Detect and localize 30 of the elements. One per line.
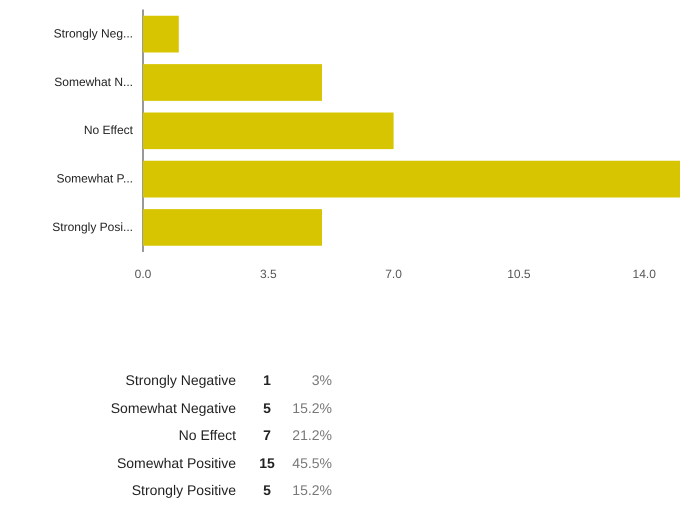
text: 45.5% [291, 454, 332, 470]
x-tick-label: 0.0 [134, 267, 152, 282]
bar [143, 209, 322, 246]
text: No Effect [178, 427, 236, 443]
text: Strongly Positive [130, 482, 236, 498]
text: 3% [310, 372, 332, 388]
bar [143, 64, 322, 101]
x-tick-label: 3.5 [260, 267, 277, 282]
text: 15 [258, 454, 276, 470]
y-tick-label: Strongly Neg... [54, 26, 133, 40]
text: Strongly Negative [124, 372, 236, 388]
y-tick-label: No Effect [84, 123, 134, 138]
x-tick-label: 10.5 [507, 267, 531, 282]
text: 15.2% [291, 482, 332, 498]
text: 5 [262, 400, 272, 416]
text: 1 [262, 372, 272, 388]
text: 15.2% [291, 400, 332, 416]
y-tick-label: Somewhat N... [54, 74, 133, 89]
text: Somewhat Negative [110, 400, 236, 416]
y-tick-label: Somewhat P... [56, 171, 133, 186]
bar [143, 160, 680, 198]
bar [143, 112, 394, 150]
bar [143, 16, 179, 53]
text: 21.2% [291, 427, 332, 443]
x-tick-label: 7.0 [385, 267, 402, 282]
text: 5 [262, 482, 272, 498]
x-tick-label: 14.0 [632, 267, 656, 282]
text: Somewhat Positive [116, 454, 236, 470]
y-tick-label: Strongly Posi... [52, 220, 133, 234]
text: 7 [262, 427, 272, 443]
